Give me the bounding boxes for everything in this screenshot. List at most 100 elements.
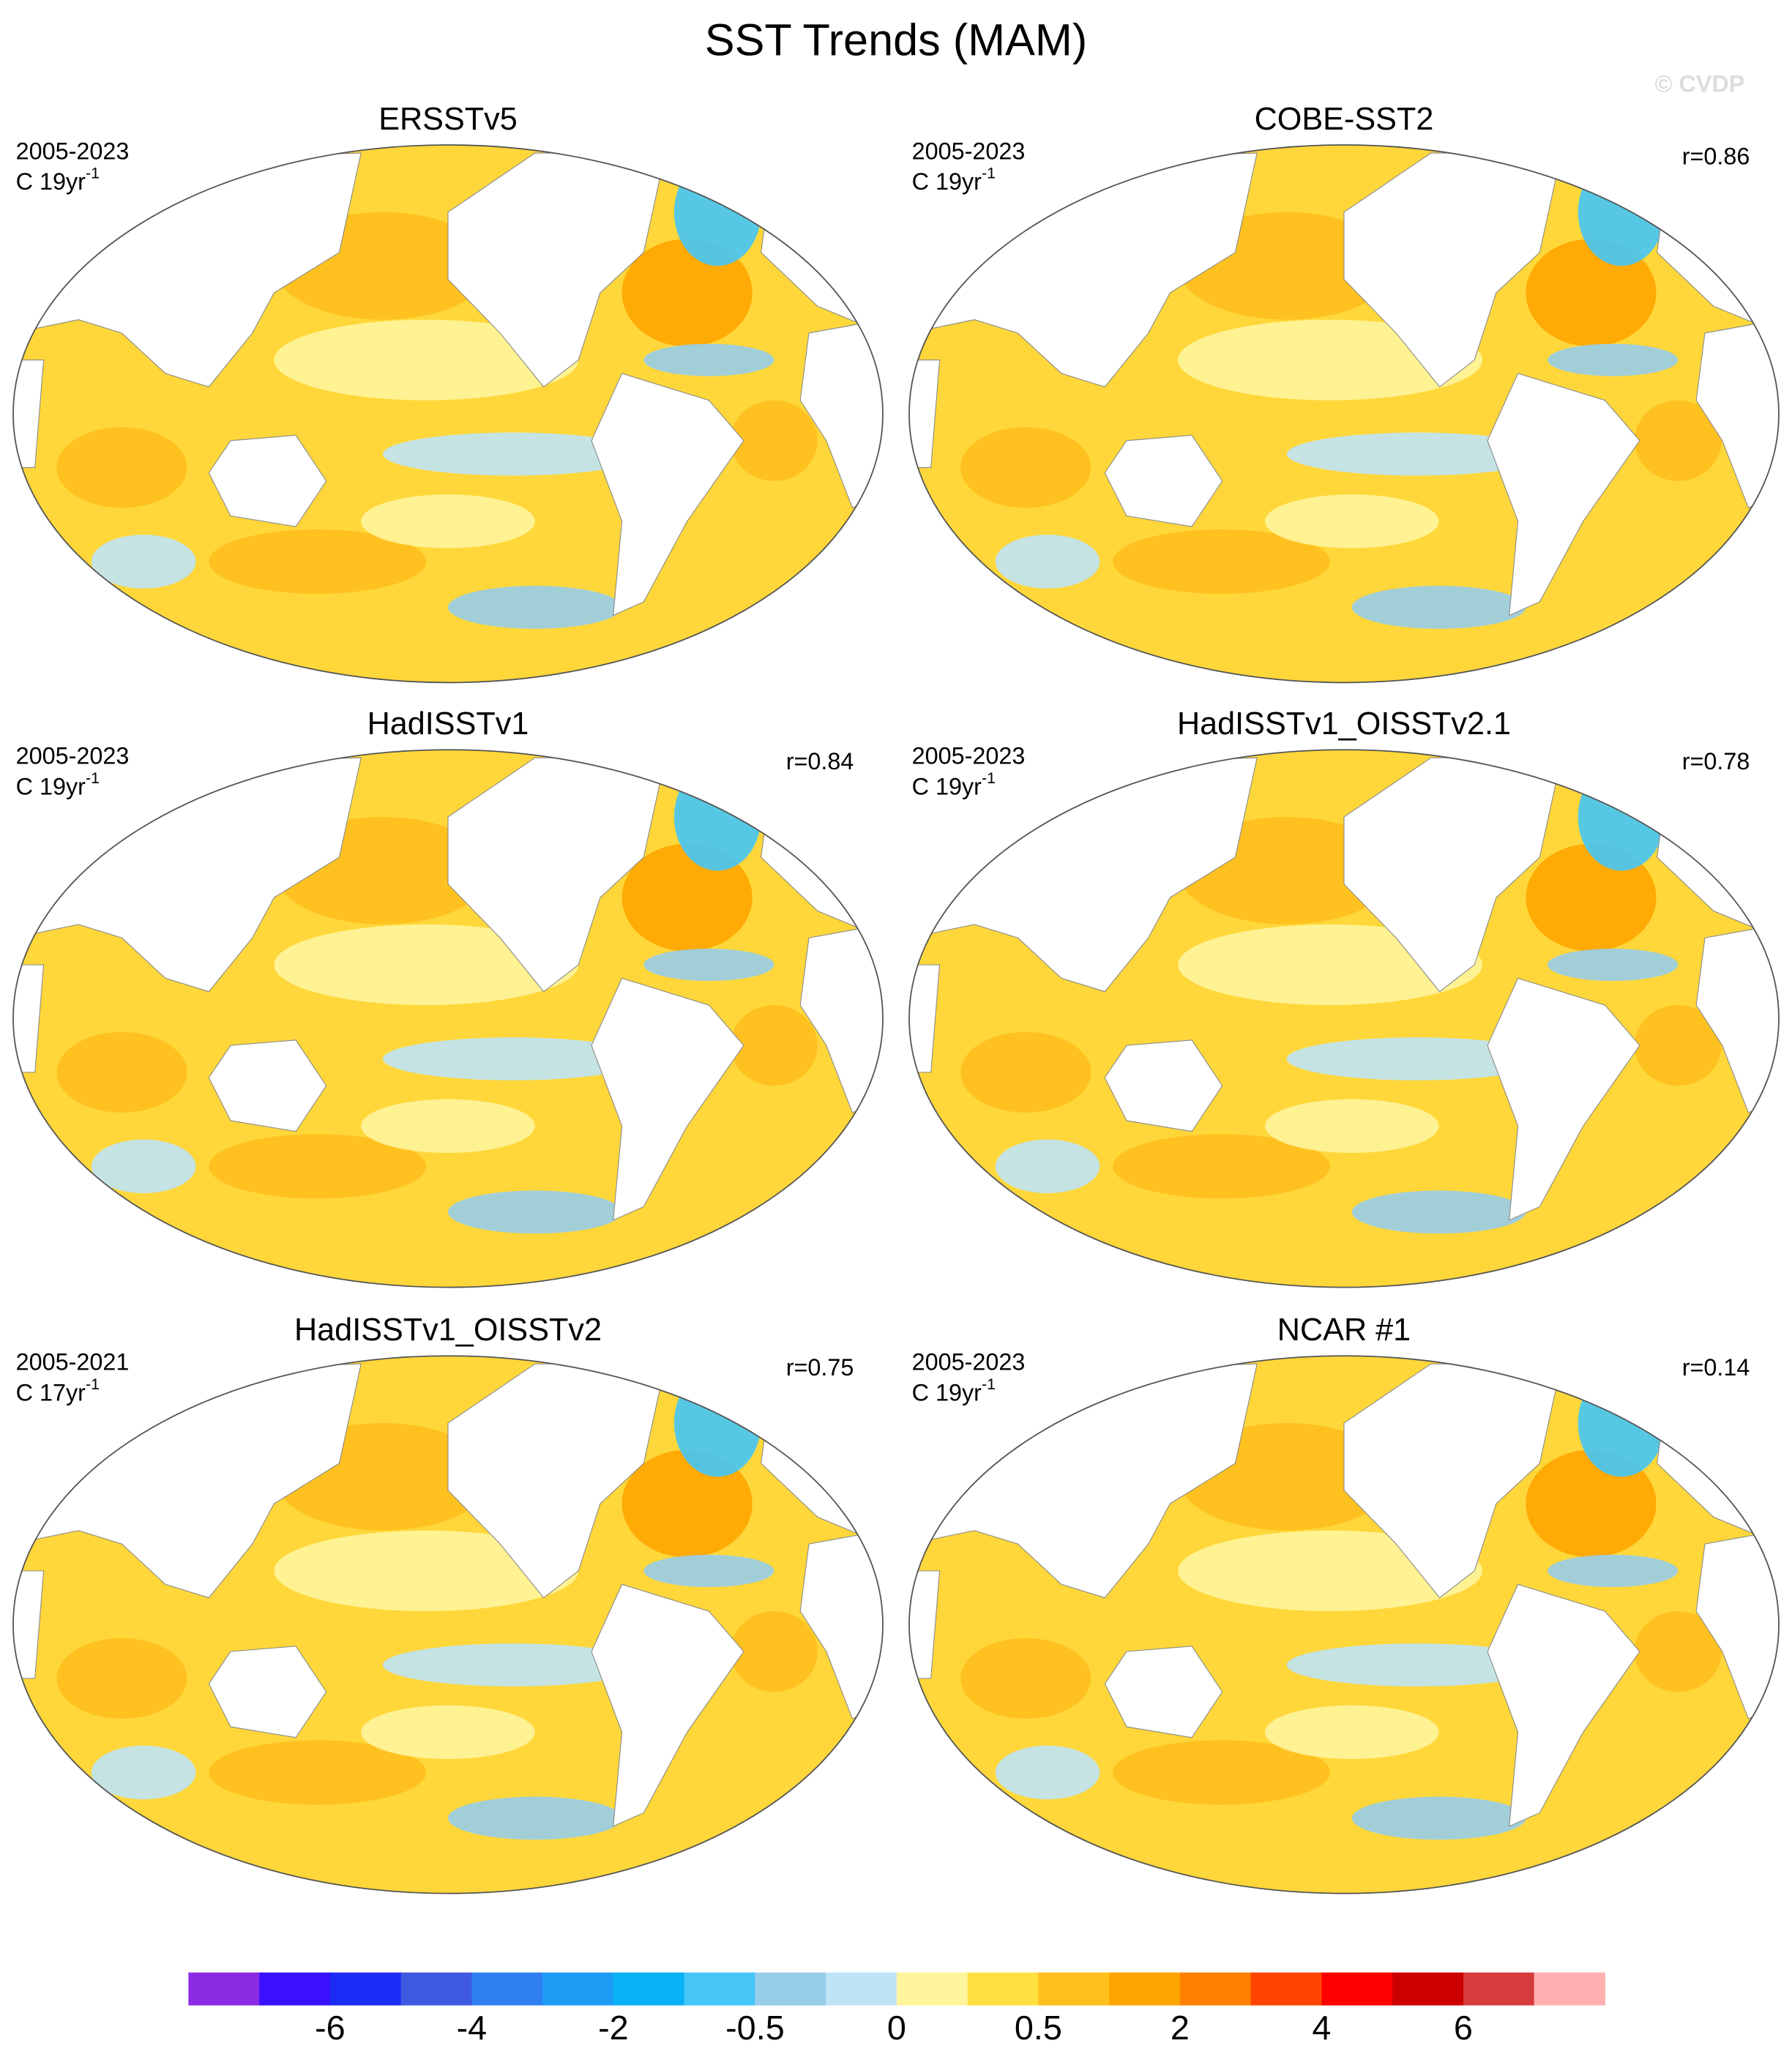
map-panel xyxy=(12,144,884,684)
anomaly-region xyxy=(1634,1611,1722,1692)
land xyxy=(591,977,744,1221)
anomaly-region xyxy=(1578,1369,1665,1477)
land xyxy=(208,1646,327,1739)
anomaly-region xyxy=(1634,1005,1722,1086)
anomaly-region xyxy=(1351,1190,1526,1234)
land xyxy=(1695,319,1779,509)
anomaly-region xyxy=(1113,1134,1331,1199)
anomaly-region xyxy=(361,1705,535,1760)
anomaly-region xyxy=(1113,1740,1331,1805)
anomaly-region xyxy=(673,1369,761,1477)
anomaly-region xyxy=(1351,1796,1526,1840)
period: 2005-2023 xyxy=(912,1349,1026,1375)
colorbar-label: -6 xyxy=(315,2009,346,2047)
units: C 19yr-1 xyxy=(16,163,100,194)
colorbar-box xyxy=(1463,1972,1535,2006)
anomaly-region xyxy=(56,1638,187,1719)
land xyxy=(13,359,45,468)
anomaly-region xyxy=(621,239,753,347)
correlation: r=0.75 xyxy=(786,1354,854,1381)
map-field xyxy=(909,145,1779,683)
anomaly-region xyxy=(209,1740,427,1805)
anomaly-region xyxy=(621,1449,753,1558)
land xyxy=(208,435,327,528)
anomaly-region xyxy=(1351,586,1526,629)
anomaly-region xyxy=(1265,1099,1439,1154)
anomaly-region xyxy=(731,400,818,482)
land xyxy=(909,1570,941,1679)
period: 2005-2023 xyxy=(16,743,130,769)
panel-title: HadISSTv1 xyxy=(367,706,529,742)
colorbar-box xyxy=(1179,1972,1252,2006)
anomaly-region xyxy=(274,319,579,400)
map-field xyxy=(13,1356,883,1894)
land xyxy=(1695,924,1779,1113)
correlation: r=0.14 xyxy=(1682,1354,1750,1381)
period: 2005-2021 xyxy=(16,1349,130,1375)
map-panel xyxy=(908,749,1780,1288)
anomaly-region xyxy=(1113,529,1331,594)
anomaly-region xyxy=(209,1134,427,1199)
map-panel xyxy=(12,1355,884,1894)
period: 2005-2023 xyxy=(912,743,1026,769)
colorbar-box xyxy=(1038,1972,1110,2006)
units-base: C 17yr xyxy=(16,1379,86,1405)
anomaly-region xyxy=(1265,1705,1439,1760)
colorbar-box xyxy=(1534,1972,1605,2006)
land xyxy=(799,319,883,509)
land xyxy=(799,924,883,1113)
panel-title: HadISSTv1_OISSTv2.1 xyxy=(1177,706,1511,742)
map-field xyxy=(13,750,883,1288)
land xyxy=(909,359,941,468)
anomaly-region xyxy=(731,1005,818,1086)
anomaly-region xyxy=(448,586,622,629)
panel-title: HadISSTv1_OISSTv2 xyxy=(294,1312,602,1348)
units-base: C 19yr xyxy=(912,168,982,195)
anomaly-region xyxy=(361,494,535,548)
colorbar-box xyxy=(896,1972,968,2006)
colorbar-label: 0 xyxy=(887,2009,906,2047)
colorbar-box xyxy=(826,1972,897,2006)
anomaly-region xyxy=(643,1554,774,1588)
colorbar-box xyxy=(1109,1972,1181,2006)
units-exponent: -1 xyxy=(86,163,100,182)
figure-title: SST Trends (MAM) xyxy=(705,15,1087,65)
colorbar-box xyxy=(1321,1972,1393,2006)
anomaly-region xyxy=(960,427,1091,508)
anomaly-region xyxy=(209,529,427,594)
colorbar-label: -2 xyxy=(598,2009,629,2047)
colorbar-box xyxy=(684,1972,755,2006)
units-base: C 19yr xyxy=(16,773,86,799)
anomaly-region xyxy=(274,924,579,1006)
land xyxy=(1487,977,1640,1221)
land xyxy=(1104,435,1223,528)
anomaly-region xyxy=(643,948,774,982)
anomaly-region xyxy=(382,432,644,476)
anomaly-region xyxy=(1634,400,1722,482)
anomaly-region xyxy=(731,1611,818,1692)
map-field xyxy=(909,750,1779,1288)
units-base: C 19yr xyxy=(16,168,86,195)
units-exponent: -1 xyxy=(86,1375,100,1393)
anomaly-region xyxy=(91,1139,196,1194)
units: C 19yr-1 xyxy=(912,163,996,194)
anomaly-region xyxy=(1548,1554,1679,1588)
anomaly-region xyxy=(91,534,196,589)
colorbar-box xyxy=(329,1972,402,2006)
anomaly-region xyxy=(1578,763,1665,871)
colorbar-label: 2 xyxy=(1171,2009,1190,2047)
land xyxy=(591,373,744,616)
anomaly-region xyxy=(361,1099,535,1154)
map-panel xyxy=(908,144,1780,684)
colorbar-box xyxy=(188,1972,260,2006)
land xyxy=(13,1570,45,1679)
anomaly-region xyxy=(1578,158,1665,266)
anomaly-region xyxy=(448,1796,622,1840)
units-base: C 19yr xyxy=(912,1379,982,1405)
anomaly-region xyxy=(673,763,761,871)
land xyxy=(591,1583,744,1827)
panel-title: NCAR #1 xyxy=(1277,1312,1411,1348)
colorbar-box xyxy=(755,1972,826,2006)
anomaly-region xyxy=(448,1190,622,1234)
